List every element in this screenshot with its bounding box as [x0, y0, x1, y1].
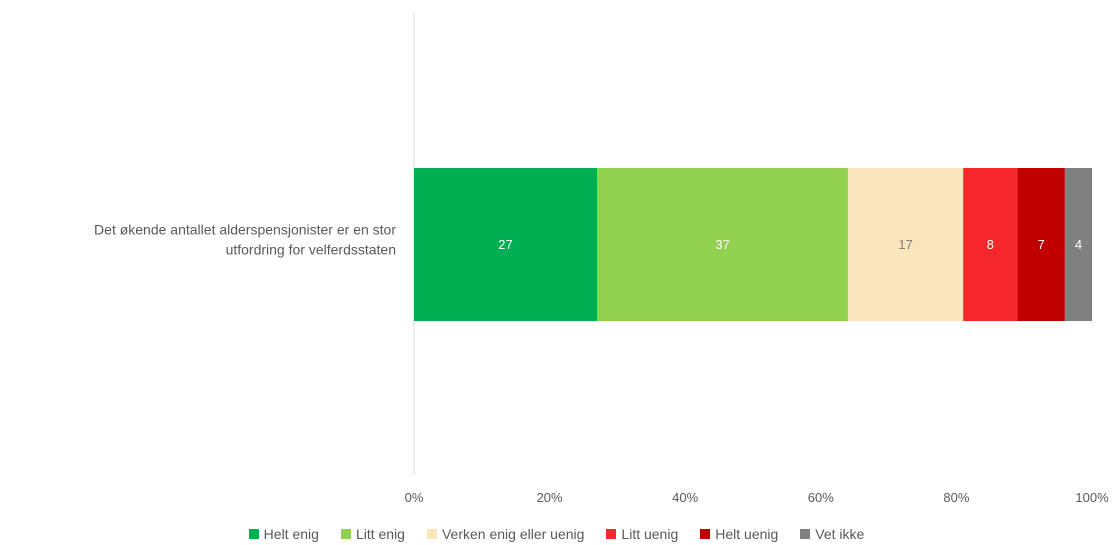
legend-label: Litt enig	[356, 526, 405, 542]
category-label-line: utfordring for velferdsstaten	[226, 242, 396, 258]
legend-item-helt-enig: Helt enig	[249, 526, 319, 542]
category-label-line: Det økende antallet alderspensjonister e…	[94, 222, 396, 238]
legend-swatch	[427, 529, 437, 539]
x-tick-label: 20%	[537, 490, 563, 505]
x-tick-label: 40%	[672, 490, 698, 505]
category-label: Det økende antallet alderspensjonister e…	[94, 222, 396, 258]
legend-label: Helt uenig	[715, 526, 778, 542]
legend-label: Vet ikke	[815, 526, 864, 542]
legend-swatch	[700, 529, 710, 539]
data-label-litt-uenig: 8	[987, 237, 994, 252]
data-label-vet-ikke: 4	[1075, 237, 1082, 252]
legend-item-helt-uenig: Helt uenig	[700, 526, 778, 542]
legend-item-verken-enig-eller-uenig: Verken enig eller uenig	[427, 526, 584, 542]
legend-swatch	[800, 529, 810, 539]
x-tick-label: 100%	[1075, 490, 1109, 505]
legend-item-vet-ikke: Vet ikke	[800, 526, 864, 542]
data-label-litt-enig: 37	[715, 237, 729, 252]
legend-label: Verken enig eller uenig	[442, 526, 584, 542]
data-label-helt-enig: 27	[498, 237, 512, 252]
legend-label: Litt uenig	[621, 526, 678, 542]
x-tick-label: 60%	[808, 490, 834, 505]
legend-swatch	[341, 529, 351, 539]
x-tick-labels: 0% 20% 40% 60% 80% 100%	[405, 490, 1109, 505]
legend-item-litt-uenig: Litt uenig	[606, 526, 678, 542]
data-label-verken-enig-eller-uenig: 17	[898, 237, 912, 252]
x-tick-label: 80%	[943, 490, 969, 505]
legend: Helt enig Litt enig Verken enig eller ueni…	[0, 526, 1113, 542]
chart: Det økende antallet alderspensjonister e…	[0, 0, 1113, 520]
legend-label: Helt enig	[264, 526, 319, 542]
x-tick-label: 0%	[405, 490, 424, 505]
legend-swatch	[249, 529, 259, 539]
legend-item-litt-enig: Litt enig	[341, 526, 405, 542]
legend-swatch	[606, 529, 616, 539]
category-labels: Det økende antallet alderspensjonister e…	[94, 222, 396, 258]
data-label-helt-uenig: 7	[1038, 237, 1045, 252]
